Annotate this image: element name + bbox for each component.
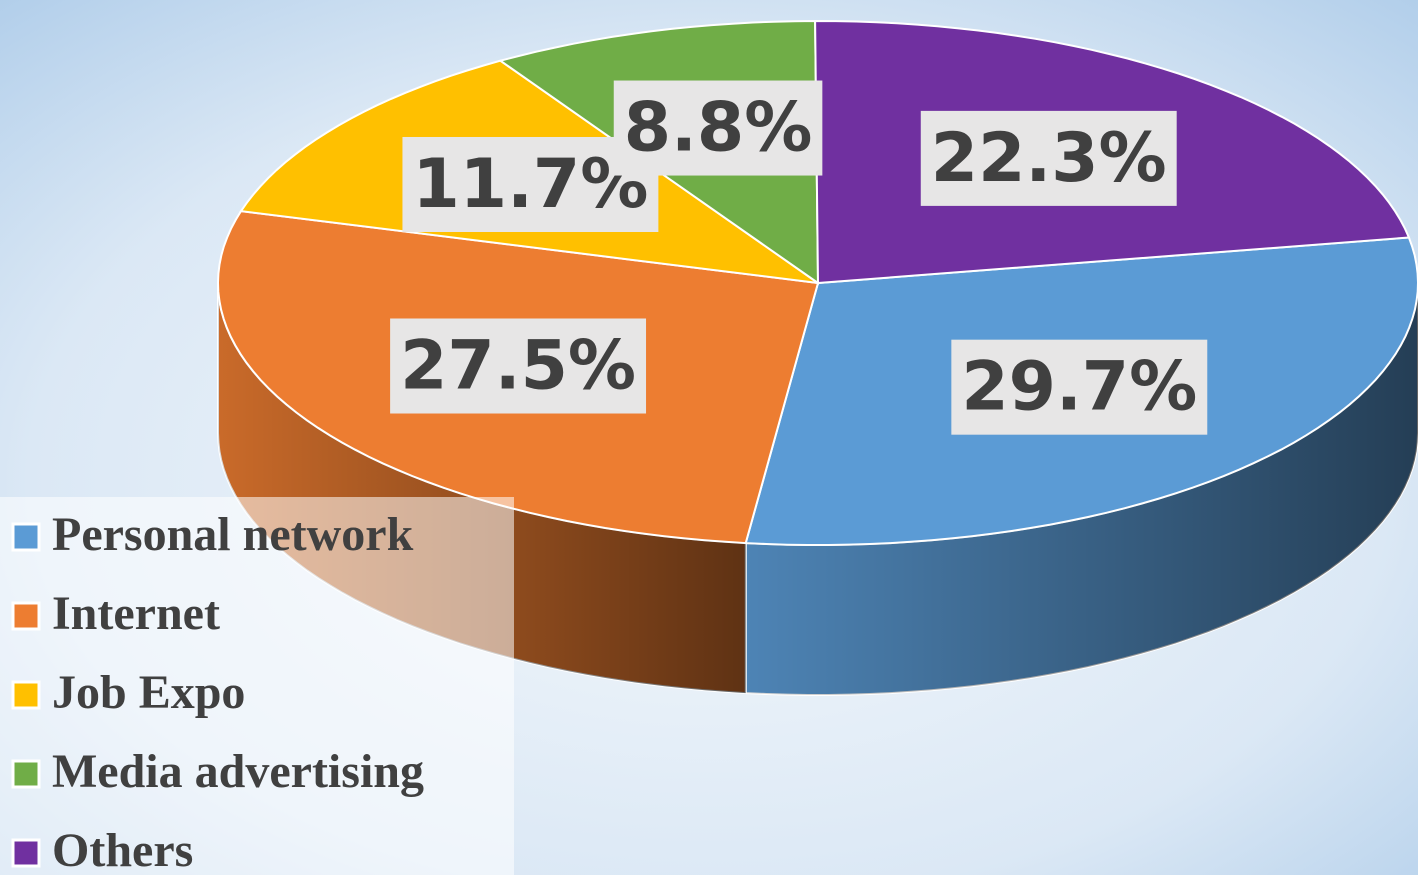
data-label-box	[613, 80, 823, 176]
data-label: 22.3%	[931, 119, 1167, 198]
data-label-box	[951, 339, 1208, 435]
data-label: 11.7%	[412, 145, 648, 224]
data-label: 27.5%	[400, 326, 636, 405]
data-label-box	[390, 318, 647, 414]
legend-swatch	[11, 680, 41, 710]
data-labels: 29.7% 27.5% 11.7%8.8% 22.3%	[390, 80, 1208, 435]
legend-label: Others	[52, 824, 193, 875]
legend-swatch	[11, 522, 41, 552]
data-label: 29.7%	[961, 348, 1197, 427]
legend-label: Media advertising	[52, 745, 424, 798]
pie-side-shade	[745, 283, 1418, 695]
legend-swatch	[11, 838, 41, 868]
legend-swatch	[11, 759, 41, 789]
legend-box	[0, 497, 514, 875]
legend-label: Job Expo	[52, 666, 245, 719]
legend-swatch	[11, 601, 41, 631]
data-label: 8.8%	[624, 89, 813, 168]
legend-label: Personal network	[52, 508, 414, 561]
data-label-box	[920, 110, 1177, 206]
legend-label: Internet	[52, 587, 220, 640]
legend: Personal network Internet Job Expo Media ad…	[11, 508, 424, 875]
